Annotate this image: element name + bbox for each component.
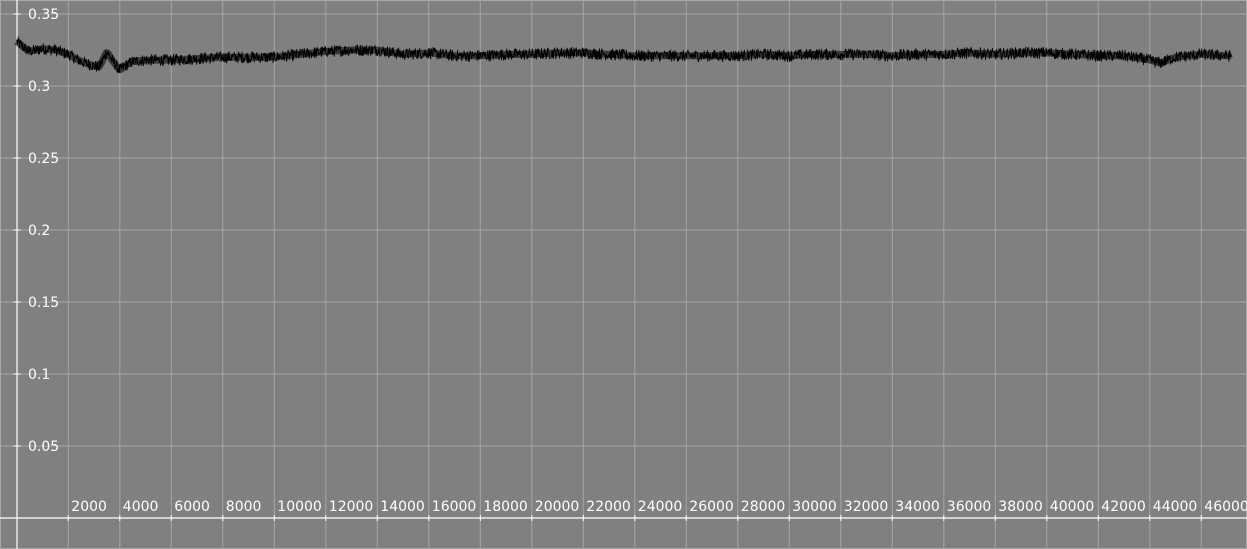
- y-gridlines: [0, 13, 1247, 447]
- y-tick-label: 0.15: [28, 295, 59, 311]
- x-tick-labels: 2000 4000 6000 8000 10000 12000 14000 16000 1800…: [71, 499, 1247, 515]
- y-tick-label: 0.05: [28, 439, 59, 455]
- x-tick-label: 46000: [1204, 499, 1247, 515]
- x-tick-label: 4000: [123, 499, 159, 515]
- x-tick-label: 34000: [895, 499, 940, 515]
- x-tick-label: 30000: [792, 499, 837, 515]
- x-tick-label: 14000: [380, 499, 425, 515]
- x-gridlines: [67, 0, 1202, 549]
- x-tick-label: 16000: [432, 499, 477, 515]
- y-tick-label: 0.25: [28, 151, 59, 167]
- x-tick-label: 12000: [329, 499, 374, 515]
- series-layer: [14, 36, 1234, 74]
- x-tick-label: 22000: [586, 499, 631, 515]
- x-tick-label: 8000: [226, 499, 262, 515]
- x-tick-label: 28000: [741, 499, 786, 515]
- x-tick-label: 6000: [174, 499, 210, 515]
- series-band: [14, 38, 1234, 74]
- x-tick-label: 26000: [689, 499, 734, 515]
- y-tick-label: 0.3: [28, 79, 50, 95]
- x-tick-label: 32000: [844, 499, 889, 515]
- y-tick-labels: 0.05 0.1 0.15 0.2 0.25 0.3 0.35: [28, 7, 59, 455]
- x-tick-label: 44000: [1153, 499, 1198, 515]
- x-tick-label: 10000: [277, 499, 322, 515]
- x-tick-label: 38000: [998, 499, 1043, 515]
- x-tick-label: 2000: [71, 499, 107, 515]
- x-tick-label: 24000: [638, 499, 683, 515]
- x-tick-label: 36000: [947, 499, 992, 515]
- x-tick-label: 18000: [483, 499, 528, 515]
- x-tick-label: 40000: [1050, 499, 1095, 515]
- x-tick-label: 42000: [1101, 499, 1146, 515]
- y-tick-label: 0.35: [28, 7, 59, 23]
- y-tick-label: 0.2: [28, 223, 50, 239]
- y-tick-label: 0.1: [28, 367, 50, 383]
- x-tick-label: 20000: [535, 499, 580, 515]
